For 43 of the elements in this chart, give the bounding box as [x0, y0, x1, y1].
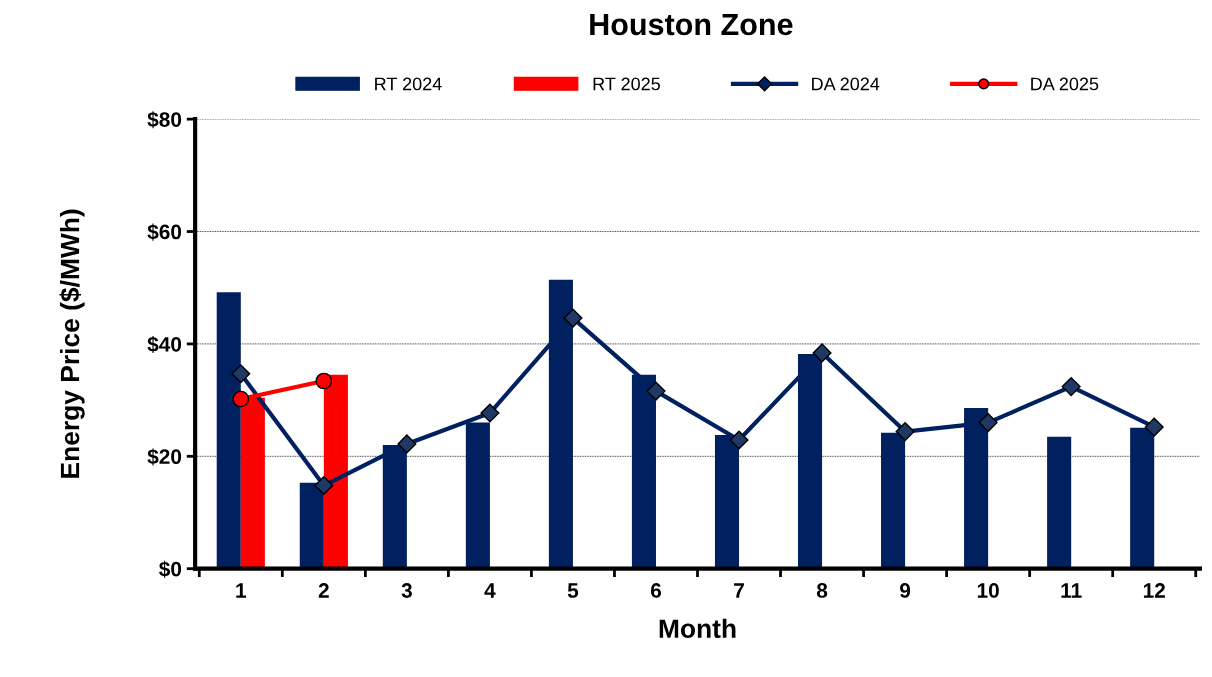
x-tick-label: 5 — [567, 583, 579, 598]
y-tick-label: $20 — [147, 448, 182, 466]
x-tick-label: 2 — [318, 583, 329, 598]
bar — [1047, 436, 1072, 569]
x-tick-label: 12 — [1143, 583, 1165, 598]
bar — [881, 432, 906, 569]
bar — [299, 482, 324, 569]
legend-label: DA 2024 — [812, 77, 880, 91]
point — [895, 422, 915, 442]
x-axis-title: Month — [659, 618, 736, 639]
x-tick-label: 11 — [1061, 583, 1082, 598]
legend-label: RT 2024 — [375, 77, 442, 91]
point — [978, 413, 998, 433]
x-tick-label: 7 — [734, 583, 744, 598]
point — [646, 381, 666, 401]
bar — [1130, 427, 1155, 569]
point — [812, 343, 832, 363]
legend-label: RT 2025 — [593, 77, 660, 91]
y-tick-label: $60 — [147, 223, 182, 241]
x-tick-label: 4 — [484, 583, 496, 598]
point — [1061, 377, 1081, 397]
point — [231, 364, 251, 384]
point — [729, 430, 749, 450]
x-tick-label: 3 — [401, 583, 412, 598]
chart-title: Houston Zone — [590, 13, 793, 36]
point — [314, 475, 334, 496]
x-tick-label: 10 — [977, 583, 999, 598]
legend-label: DA 2025 — [1031, 77, 1099, 91]
y-tick-label: $40 — [147, 336, 182, 354]
x-tick-label: 6 — [650, 583, 662, 598]
point — [1144, 417, 1164, 437]
y-tick-label: $0 — [159, 560, 182, 578]
point — [397, 434, 417, 454]
point — [563, 308, 583, 328]
point — [480, 403, 500, 423]
y-axis-title: Energy Price ($/MWh) — [59, 209, 85, 478]
x-tick-label: 1 — [236, 583, 247, 598]
x-tick-label: 8 — [816, 583, 828, 598]
point — [232, 390, 250, 408]
point — [315, 372, 333, 390]
bar — [216, 292, 241, 569]
y-tick-label: $80 — [147, 111, 182, 129]
x-tick-label: 9 — [900, 583, 911, 598]
